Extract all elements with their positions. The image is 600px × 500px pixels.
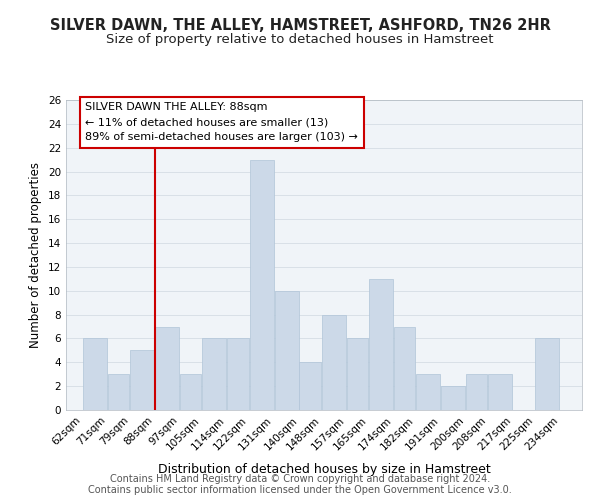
X-axis label: Distribution of detached houses by size in Hamstreet: Distribution of detached houses by size …: [158, 463, 490, 476]
Bar: [227, 338, 248, 410]
Text: Contains HM Land Registry data © Crown copyright and database right 2024.: Contains HM Land Registry data © Crown c…: [110, 474, 490, 484]
Bar: [83, 338, 107, 410]
Bar: [202, 338, 226, 410]
Y-axis label: Number of detached properties: Number of detached properties: [29, 162, 43, 348]
Bar: [347, 338, 368, 410]
Bar: [130, 350, 154, 410]
Bar: [441, 386, 465, 410]
Bar: [108, 374, 130, 410]
Bar: [416, 374, 440, 410]
Bar: [466, 374, 487, 410]
Bar: [488, 374, 512, 410]
Bar: [275, 291, 299, 410]
Bar: [180, 374, 202, 410]
Bar: [155, 326, 179, 410]
Bar: [250, 160, 274, 410]
Text: Size of property relative to detached houses in Hamstreet: Size of property relative to detached ho…: [106, 32, 494, 46]
Bar: [299, 362, 321, 410]
Bar: [535, 338, 559, 410]
Bar: [369, 279, 393, 410]
Text: SILVER DAWN THE ALLEY: 88sqm
← 11% of detached houses are smaller (13)
89% of se: SILVER DAWN THE ALLEY: 88sqm ← 11% of de…: [85, 102, 358, 142]
Text: SILVER DAWN, THE ALLEY, HAMSTREET, ASHFORD, TN26 2HR: SILVER DAWN, THE ALLEY, HAMSTREET, ASHFO…: [50, 18, 550, 32]
Bar: [394, 326, 415, 410]
Bar: [322, 314, 346, 410]
Text: Contains public sector information licensed under the Open Government Licence v3: Contains public sector information licen…: [88, 485, 512, 495]
